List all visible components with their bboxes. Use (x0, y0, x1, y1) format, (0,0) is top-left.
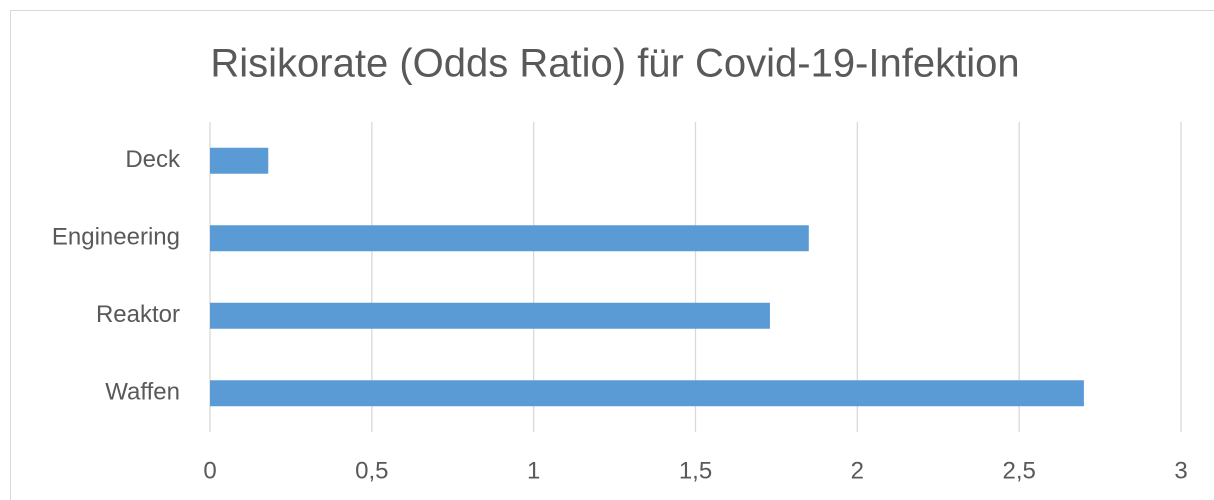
x-tick-label: 2 (851, 457, 864, 484)
bar (210, 302, 770, 329)
y-tick-label: Reaktor (96, 301, 180, 328)
chart-border (10, 10, 1214, 500)
bar (210, 380, 1084, 407)
chart-title: Risikorate (Odds Ratio) für Covid-19-Inf… (210, 42, 1019, 86)
y-tick-label: Engineering (52, 224, 180, 251)
x-tick-label: 1,5 (679, 457, 712, 484)
bar (210, 225, 809, 252)
x-tick-label: 1 (527, 457, 540, 484)
bar (210, 147, 269, 174)
y-tick-label: Waffen (105, 379, 180, 406)
x-tick-label: 3 (1174, 457, 1187, 484)
y-tick-label: Deck (125, 146, 181, 173)
x-tick-label: 2,5 (1002, 457, 1035, 484)
x-tick-label: 0,5 (355, 457, 388, 484)
x-tick-label: 0 (203, 457, 216, 484)
